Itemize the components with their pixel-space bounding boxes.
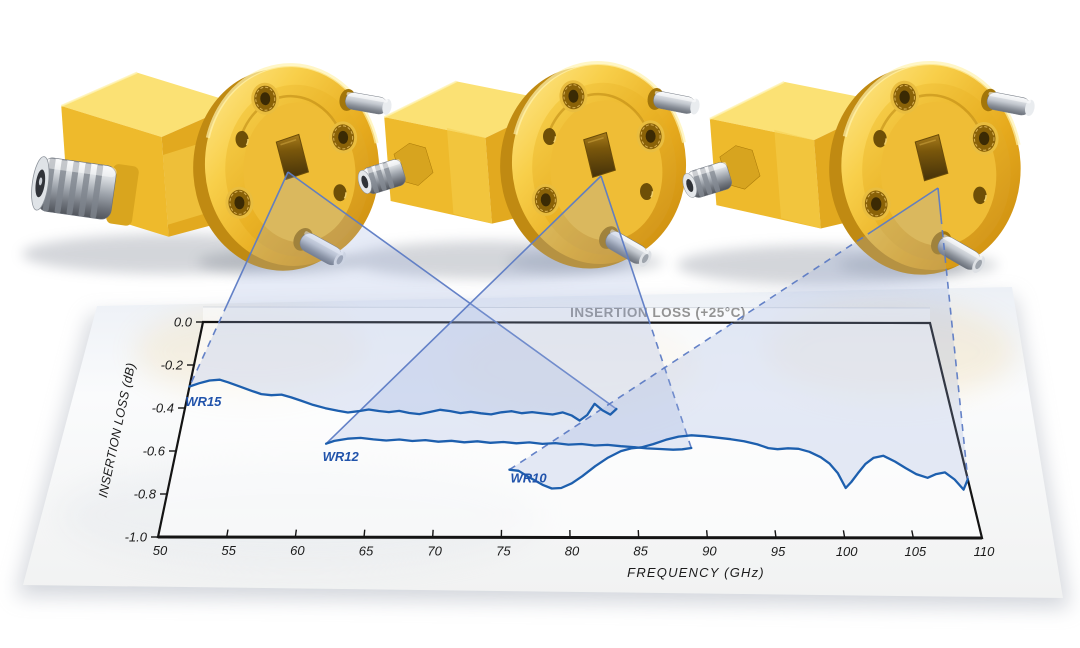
callout-wr15-fill [189, 172, 617, 421]
x-tick-label: 50 [153, 543, 168, 558]
x-tick-label: 110 [974, 544, 995, 559]
series-label-wr10: WR10 [510, 471, 547, 486]
x-tick-label: 55 [221, 543, 236, 558]
callout-wr10-right-edge [937, 187, 942, 218]
series-label-wr12: WR12 [323, 449, 360, 464]
callout-wr15-right-edge [287, 171, 617, 410]
x-tick-label: 60 [290, 543, 305, 558]
x-tick-label: 80 [565, 544, 580, 559]
callout-wr10-fill [509, 188, 968, 490]
curve-wr10 [508, 434, 969, 491]
y-tick-label: 0.0 [174, 315, 193, 330]
x-axis-label: FREQUENCY (GHz) [627, 565, 765, 580]
callout-wr12-fill [326, 176, 692, 450]
callout-wr12-right-edge [600, 175, 649, 318]
x-tick-label: 75 [496, 543, 511, 558]
x-tick-label: 85 [633, 544, 648, 559]
series-label-wr15: WR15 [185, 394, 222, 409]
y-tick-label: -0.6 [143, 444, 166, 459]
title-band [203, 307, 930, 323]
x-tick-label: 70 [427, 543, 442, 558]
title-band-edge [202, 306, 931, 309]
x-tick-label: 105 [904, 544, 926, 559]
callout-wr12-right-edge [647, 317, 693, 449]
callout-wr15-left-edge [188, 304, 228, 387]
x-tick-label: 95 [771, 544, 786, 559]
x-tick-label: 65 [359, 543, 374, 558]
chart-curves: WR15 WR12 WR10 [185, 378, 969, 491]
x-tick-label: 90 [702, 544, 717, 559]
y-tick-label: -0.4 [152, 401, 174, 416]
x-axis-line [157, 535, 983, 540]
y-tick-label: -0.2 [161, 358, 184, 373]
callout-wr15-left-edge [226, 171, 289, 306]
curve-wr15 [188, 378, 618, 422]
callout-triangles [188, 171, 969, 490]
callout-wr10-right-edge [940, 217, 969, 480]
callout-wr12-left-edge [325, 175, 602, 445]
plot-area [158, 322, 982, 538]
callout-wr10-left-edge [873, 187, 939, 231]
y-tick-label: -1.0 [125, 530, 148, 545]
x-tick-label: 100 [836, 544, 858, 559]
y-tick-label: -0.8 [134, 487, 157, 502]
